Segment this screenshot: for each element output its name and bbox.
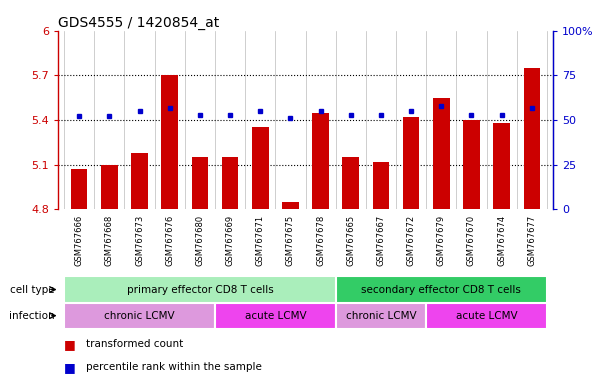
Bar: [403, 117, 419, 209]
Text: GSM767665: GSM767665: [346, 215, 355, 266]
Text: ■: ■: [64, 338, 76, 351]
Bar: [426, 303, 547, 329]
Text: GSM767673: GSM767673: [135, 215, 144, 266]
Text: GSM767672: GSM767672: [407, 215, 415, 266]
Bar: [433, 98, 450, 209]
Bar: [252, 127, 268, 209]
Text: acute LCMV: acute LCMV: [456, 311, 518, 321]
Text: ■: ■: [64, 361, 76, 374]
Bar: [524, 68, 540, 209]
Text: GSM767670: GSM767670: [467, 215, 476, 266]
Text: GSM767675: GSM767675: [286, 215, 295, 266]
Text: percentile rank within the sample: percentile rank within the sample: [86, 362, 262, 372]
Text: GSM767669: GSM767669: [225, 215, 235, 266]
Text: cell type: cell type: [10, 285, 55, 295]
Bar: [161, 75, 178, 209]
Text: GDS4555 / 1420854_at: GDS4555 / 1420854_at: [58, 16, 219, 30]
Bar: [101, 165, 118, 209]
Text: GSM767671: GSM767671: [256, 215, 265, 266]
Bar: [312, 113, 329, 209]
Bar: [71, 169, 87, 209]
Text: GSM767666: GSM767666: [75, 215, 84, 266]
Text: GSM767677: GSM767677: [527, 215, 536, 266]
Text: GSM767668: GSM767668: [105, 215, 114, 266]
Text: infection: infection: [9, 311, 55, 321]
Text: transformed count: transformed count: [86, 339, 183, 349]
Bar: [215, 303, 335, 329]
Text: acute LCMV: acute LCMV: [244, 311, 306, 321]
Bar: [343, 157, 359, 209]
Text: GSM767680: GSM767680: [196, 215, 204, 266]
Text: GSM767676: GSM767676: [165, 215, 174, 266]
Bar: [373, 162, 389, 209]
Bar: [192, 157, 208, 209]
Bar: [131, 153, 148, 209]
Bar: [282, 202, 299, 209]
Text: chronic LCMV: chronic LCMV: [346, 311, 416, 321]
Text: GSM767678: GSM767678: [316, 215, 325, 266]
Bar: [64, 303, 215, 329]
Text: secondary effector CD8 T cells: secondary effector CD8 T cells: [361, 285, 521, 295]
Text: chronic LCMV: chronic LCMV: [104, 311, 175, 321]
Text: GSM767679: GSM767679: [437, 215, 446, 266]
Text: GSM767674: GSM767674: [497, 215, 506, 266]
Bar: [493, 123, 510, 209]
Bar: [335, 276, 547, 303]
Bar: [64, 276, 335, 303]
Bar: [222, 157, 238, 209]
Bar: [335, 303, 426, 329]
Text: primary effector CD8 T cells: primary effector CD8 T cells: [126, 285, 273, 295]
Text: GSM767667: GSM767667: [376, 215, 386, 266]
Bar: [463, 120, 480, 209]
